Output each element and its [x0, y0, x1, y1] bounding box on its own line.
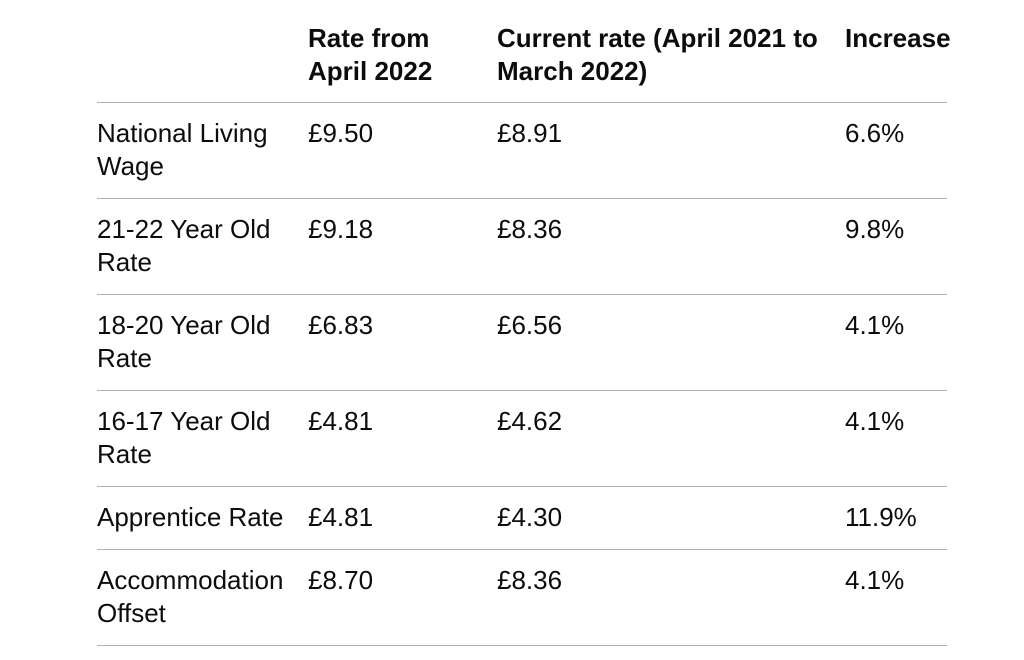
- rate-from-cell: £4.81: [308, 390, 497, 487]
- rate-from-cell: £4.81: [308, 486, 497, 550]
- header-cell-row-label: [97, 0, 308, 103]
- rate-from-cell: £9.18: [308, 198, 497, 295]
- increase-cell: 4.1%: [845, 390, 947, 487]
- table-header: Rate from April 2022 Current rate (April…: [97, 0, 951, 103]
- header-cell-current-rate: Current rate (April 2021 to March 2022): [497, 0, 845, 103]
- increase-cell: 6.6%: [845, 102, 947, 199]
- rate-from-cell: £8.70: [308, 549, 497, 646]
- current-rate-cell: £8.36: [497, 549, 845, 646]
- current-rate-cell: £6.56: [497, 294, 845, 391]
- table-row-apprentice-rate: Apprentice Rate £4.81 £4.30 11.9%: [97, 486, 947, 550]
- current-rate-cell: £4.62: [497, 390, 845, 487]
- table-row-18-20-year-old-rate: 18-20 Year Old Rate £6.83 £6.56 4.1%: [97, 294, 947, 391]
- current-rate-cell: £8.36: [497, 198, 845, 295]
- minimum-wage-rates-table: Rate from April 2022 Current rate (April…: [97, 0, 951, 646]
- increase-cell: 4.1%: [845, 294, 947, 391]
- rate-from-cell: £9.50: [308, 102, 497, 199]
- header-row: Rate from April 2022 Current rate (April…: [97, 0, 951, 103]
- increase-cell: 11.9%: [845, 486, 947, 550]
- table-row-21-22-year-old-rate: 21-22 Year Old Rate £9.18 £8.36 9.8%: [97, 198, 947, 295]
- wage-rates-table-container: Rate from April 2022 Current rate (April…: [97, 0, 951, 646]
- table-row-national-living-wage: National Living Wage £9.50 £8.91 6.6%: [97, 102, 947, 199]
- row-label-cell: National Living Wage: [97, 102, 308, 199]
- row-label-cell: Apprentice Rate: [97, 486, 308, 550]
- current-rate-cell: £4.30: [497, 486, 845, 550]
- table-row-accommodation-offset: Accommodation Offset £8.70 £8.36 4.1%: [97, 549, 947, 646]
- table-body: National Living Wage £9.50 £8.91 6.6% 21…: [97, 102, 947, 646]
- row-label-cell: 18-20 Year Old Rate: [97, 294, 308, 391]
- header-cell-rate-from-april-2022: Rate from April 2022: [308, 0, 497, 103]
- rate-from-cell: £6.83: [308, 294, 497, 391]
- increase-cell: 9.8%: [845, 198, 947, 295]
- row-label-cell: 16-17 Year Old Rate: [97, 390, 308, 487]
- increase-cell: 4.1%: [845, 549, 947, 646]
- header-cell-increase: Increase: [845, 0, 951, 103]
- row-label-cell: Accommodation Offset: [97, 549, 308, 646]
- table-row-16-17-year-old-rate: 16-17 Year Old Rate £4.81 £4.62 4.1%: [97, 390, 947, 487]
- current-rate-cell: £8.91: [497, 102, 845, 199]
- row-label-cell: 21-22 Year Old Rate: [97, 198, 308, 295]
